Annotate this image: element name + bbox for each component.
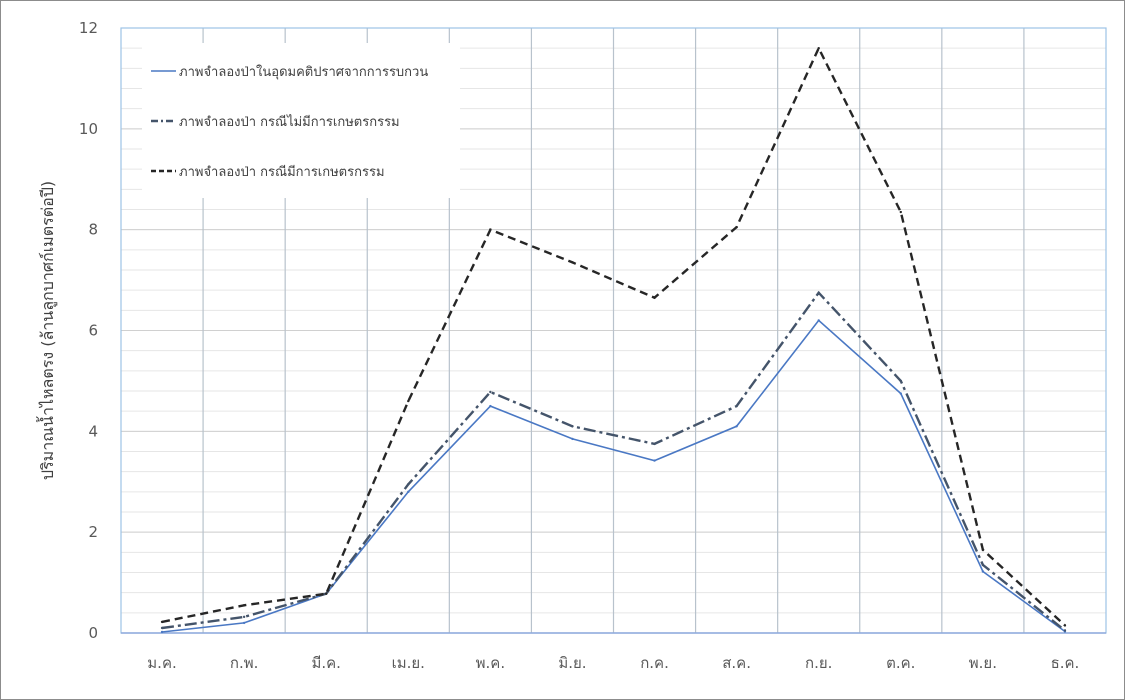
legend-label-2: ภาพจำลองป่า กรณีไม่มีการเกษตรกรรม: [179, 114, 400, 130]
y-tick-label: 2: [88, 523, 98, 541]
x-tick-label: เม.ย.: [392, 654, 425, 672]
x-tick-label: ก.ค.: [640, 654, 669, 672]
y-tick-label: 10: [79, 120, 98, 138]
series-2-point: [653, 442, 656, 446]
x-tick-label: ต.ค.: [886, 654, 915, 672]
series-2-point: [242, 615, 246, 619]
series-1-point: [653, 459, 656, 462]
y-tick-label: 4: [88, 422, 98, 440]
legend-background: [142, 43, 460, 198]
legend-label-3: ภาพจำลองป่า กรณีมีการเกษตรกรรม: [179, 164, 385, 180]
series-line-3: [161, 45, 1066, 627]
series-2-point: [981, 563, 985, 567]
series-2-point: [1063, 629, 1067, 632]
grid-layer: [120, 27, 1107, 634]
series-1-point: [981, 570, 985, 573]
series-2-point: [735, 404, 738, 408]
series-1-point: [407, 490, 410, 494]
series-3-point: [407, 399, 410, 403]
y-axis-title: ปริมาณน้ำไหลตรง (ล้านลูกบาศก์เมตรต่อปี): [36, 181, 58, 480]
series-1-point: [242, 621, 246, 625]
x-tick-label: ก.ย.: [805, 654, 832, 672]
axis-layer: 0 2 4 6 8 10 12 ม.ค. ก.พ. มี.ค. เม.ย. พ.ค. มิ.ย. ก.ค.…: [79, 19, 1106, 672]
series-2-point: [817, 291, 820, 294]
y-tick-label: 0: [88, 624, 98, 642]
series-3-point: [489, 228, 492, 231]
y-tick-label: 6: [88, 322, 98, 340]
series-3-point: [653, 296, 656, 299]
legend-label-1: ภาพจำลองป่าในอุดมคติปราศจากการรบกวน: [179, 64, 428, 80]
series-1-point: [817, 319, 820, 322]
series-2-point: [899, 379, 902, 383]
legend: ภาพจำลองป่าในอุดมคติปราศจากการรบกวนภาพจำ…: [142, 43, 460, 198]
y-tick-label: 12: [79, 19, 98, 37]
series-layer: [160, 45, 1067, 634]
series-3-point: [817, 46, 820, 50]
series-1-point: [489, 404, 492, 408]
x-tick-label: ส.ค.: [722, 654, 751, 672]
series-3-point: [981, 548, 985, 552]
x-tick-label: ก.พ.: [230, 654, 259, 672]
series-1-point: [160, 630, 164, 634]
y-tick-label: 8: [88, 221, 98, 239]
x-tick-label: พ.ค.: [476, 654, 505, 672]
series-3-point: [899, 210, 902, 214]
x-tick-label: มี.ค.: [311, 654, 340, 672]
series-1-point: [899, 392, 902, 395]
series-line-1: [161, 319, 1066, 633]
series-3-point: [242, 604, 246, 607]
series-2-point: [407, 483, 410, 486]
series-3-point: [325, 592, 328, 595]
series-3-point: [735, 225, 738, 229]
series-1-point: [571, 437, 574, 441]
series-3-point: [1063, 624, 1067, 627]
series-3-point: [571, 261, 574, 264]
x-tick-label: ธ.ค.: [1051, 654, 1080, 672]
x-tick-label: มิ.ย.: [558, 654, 586, 672]
series-1-point: [735, 425, 738, 428]
x-tick-label: ม.ค.: [147, 654, 176, 672]
series-3-point: [160, 620, 164, 624]
series-2-point: [571, 425, 574, 428]
series-line-2: [161, 290, 1066, 632]
series-2-point: [160, 626, 164, 630]
series-2-point: [489, 390, 492, 394]
x-tick-label: พ.ย.: [969, 654, 997, 672]
